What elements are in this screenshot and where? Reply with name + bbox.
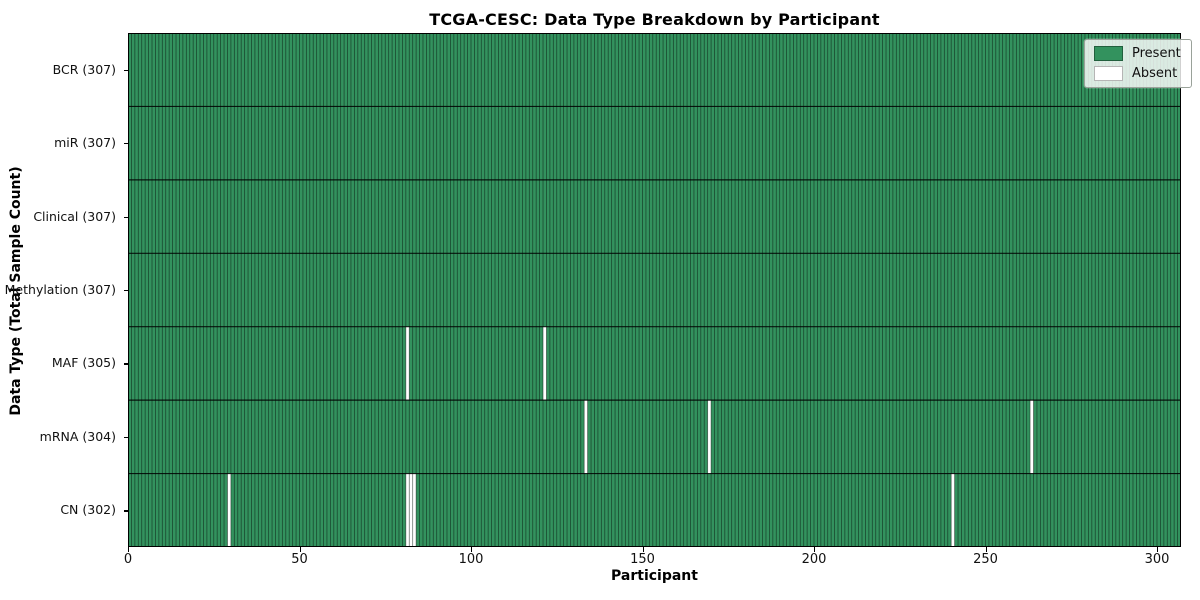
absent-cell [412, 473, 417, 547]
x-tick-label: 0 [123, 552, 133, 567]
y-tick-label: Methylation (307) [4, 282, 116, 297]
x-tick-mark [814, 547, 816, 552]
y-tick-label: mRNA (304) [39, 428, 116, 444]
chart-title: TCGA-CESC: Data Type Breakdown by Partic… [429, 10, 880, 29]
y-tick-mark [123, 143, 128, 145]
present-background [128, 33, 1181, 547]
legend-label-present: Present [1132, 46, 1181, 61]
y-tick-mark [123, 290, 128, 292]
y-tick-label: MAF (305) [51, 355, 116, 371]
y-tick-label: Clinical (307) [33, 208, 116, 224]
heatmap-plot-area [128, 33, 1181, 547]
absent-cell [543, 326, 547, 401]
legend: Present Absent [1084, 39, 1192, 88]
absent-cell [409, 473, 413, 547]
absent-cell [951, 473, 955, 547]
x-tick-label: 150 [630, 552, 655, 567]
x-tick-mark [128, 547, 130, 552]
x-tick-label: 250 [973, 552, 998, 567]
x-tick-mark [471, 547, 473, 552]
y-tick-mark [123, 436, 128, 439]
x-axis-label: Participant [611, 568, 698, 584]
y-tick-mark [123, 510, 128, 512]
y-tick-mark [123, 69, 128, 71]
absent-cell [707, 400, 712, 474]
absent-cell [227, 473, 231, 547]
absent-cell [584, 400, 588, 474]
x-tick-mark [985, 547, 987, 552]
x-tick-mark [642, 547, 644, 552]
x-tick-label: 100 [458, 552, 484, 567]
heatmap-svg [128, 33, 1181, 547]
x-tick-label: 50 [291, 552, 308, 567]
y-tick-mark [123, 216, 128, 218]
absent-cell [405, 473, 410, 547]
absent-cell [405, 326, 410, 401]
legend-swatch-present-icon [1094, 46, 1123, 61]
y-tick-label: CN (302) [60, 502, 116, 518]
legend-entry-present: Present [1094, 46, 1181, 61]
x-tick-label: 300 [1144, 552, 1170, 567]
legend-label-absent: Absent [1132, 66, 1178, 81]
y-tick-mark [123, 363, 128, 365]
y-tick-label: BCR (307) [52, 61, 116, 77]
y-tick-label: miR (307) [54, 135, 116, 151]
x-tick-mark [1157, 547, 1159, 552]
x-tick-mark [299, 547, 301, 552]
absent-cell [1030, 400, 1034, 474]
x-tick-label: 200 [801, 552, 827, 567]
legend-swatch-absent-icon [1094, 66, 1123, 81]
legend-entry-absent: Absent [1094, 66, 1181, 81]
